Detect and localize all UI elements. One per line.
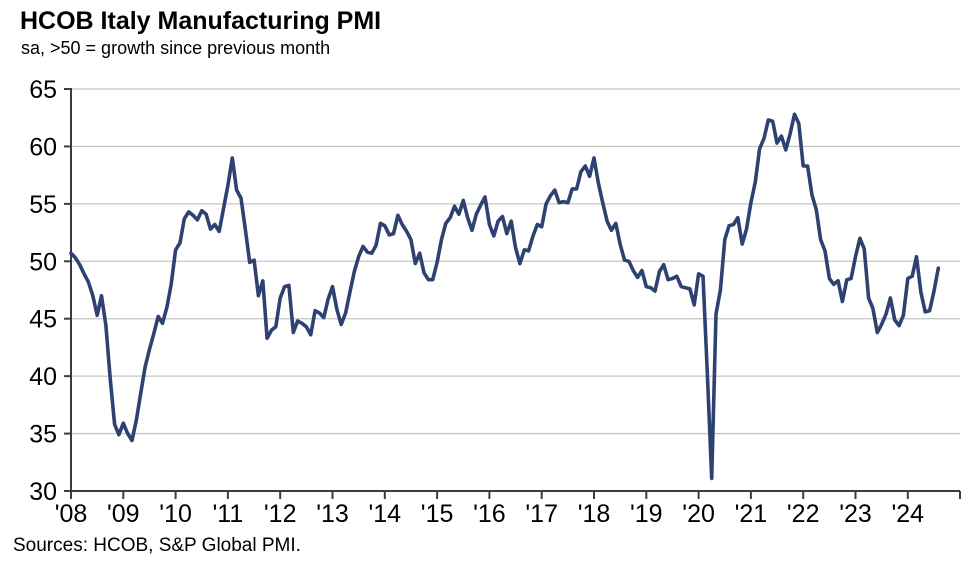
x-tick-label: '10 bbox=[159, 500, 192, 528]
x-tick-label: '14 bbox=[369, 500, 402, 528]
axes bbox=[70, 88, 960, 492]
y-tick-label: 35 bbox=[29, 421, 57, 449]
x-tick-label: '13 bbox=[316, 500, 349, 528]
x-axis-ticks: '08 '09 '10 '11 '12 '13 '14 '15 '16 '17 '18 '19 '20 '… bbox=[55, 491, 961, 528]
page-title: HCOB Italy Manufacturing PMI bbox=[20, 7, 382, 35]
x-tick-label: '08 bbox=[55, 500, 88, 528]
x-tick-label: '18 bbox=[578, 500, 611, 528]
x-tick-label: '20 bbox=[682, 500, 715, 528]
sources-note: Sources: HCOB, S&P Global PMI. bbox=[13, 535, 301, 556]
y-tick-label: 60 bbox=[29, 133, 57, 161]
chart-subtitle: sa, >50 = growth since previous month bbox=[21, 38, 331, 58]
x-tick-label: '19 bbox=[630, 500, 663, 528]
x-tick-label: '16 bbox=[473, 500, 506, 528]
x-tick-label: '15 bbox=[421, 500, 454, 528]
y-tick-label: 55 bbox=[29, 191, 57, 219]
gridlines bbox=[71, 88, 960, 435]
x-tick-label: '17 bbox=[525, 500, 558, 528]
y-tick-label: 50 bbox=[29, 248, 57, 276]
y-axis-ticks: 30 35 40 45 50 55 60 65 bbox=[29, 76, 71, 506]
x-tick-label: '11 bbox=[213, 500, 244, 528]
x-tick-label: '24 bbox=[892, 500, 925, 528]
pmi-series-line bbox=[69, 112, 941, 481]
y-tick-label: 45 bbox=[29, 306, 57, 334]
y-tick-label: 40 bbox=[29, 363, 57, 391]
x-tick-label: '21 bbox=[735, 500, 768, 528]
x-tick-label: '09 bbox=[107, 500, 140, 528]
x-tick-label: '22 bbox=[787, 500, 820, 528]
x-tick-label: '23 bbox=[839, 500, 872, 528]
x-tick-label: '12 bbox=[264, 500, 297, 528]
y-tick-label: 30 bbox=[29, 478, 57, 506]
y-tick-label: 65 bbox=[29, 76, 57, 104]
